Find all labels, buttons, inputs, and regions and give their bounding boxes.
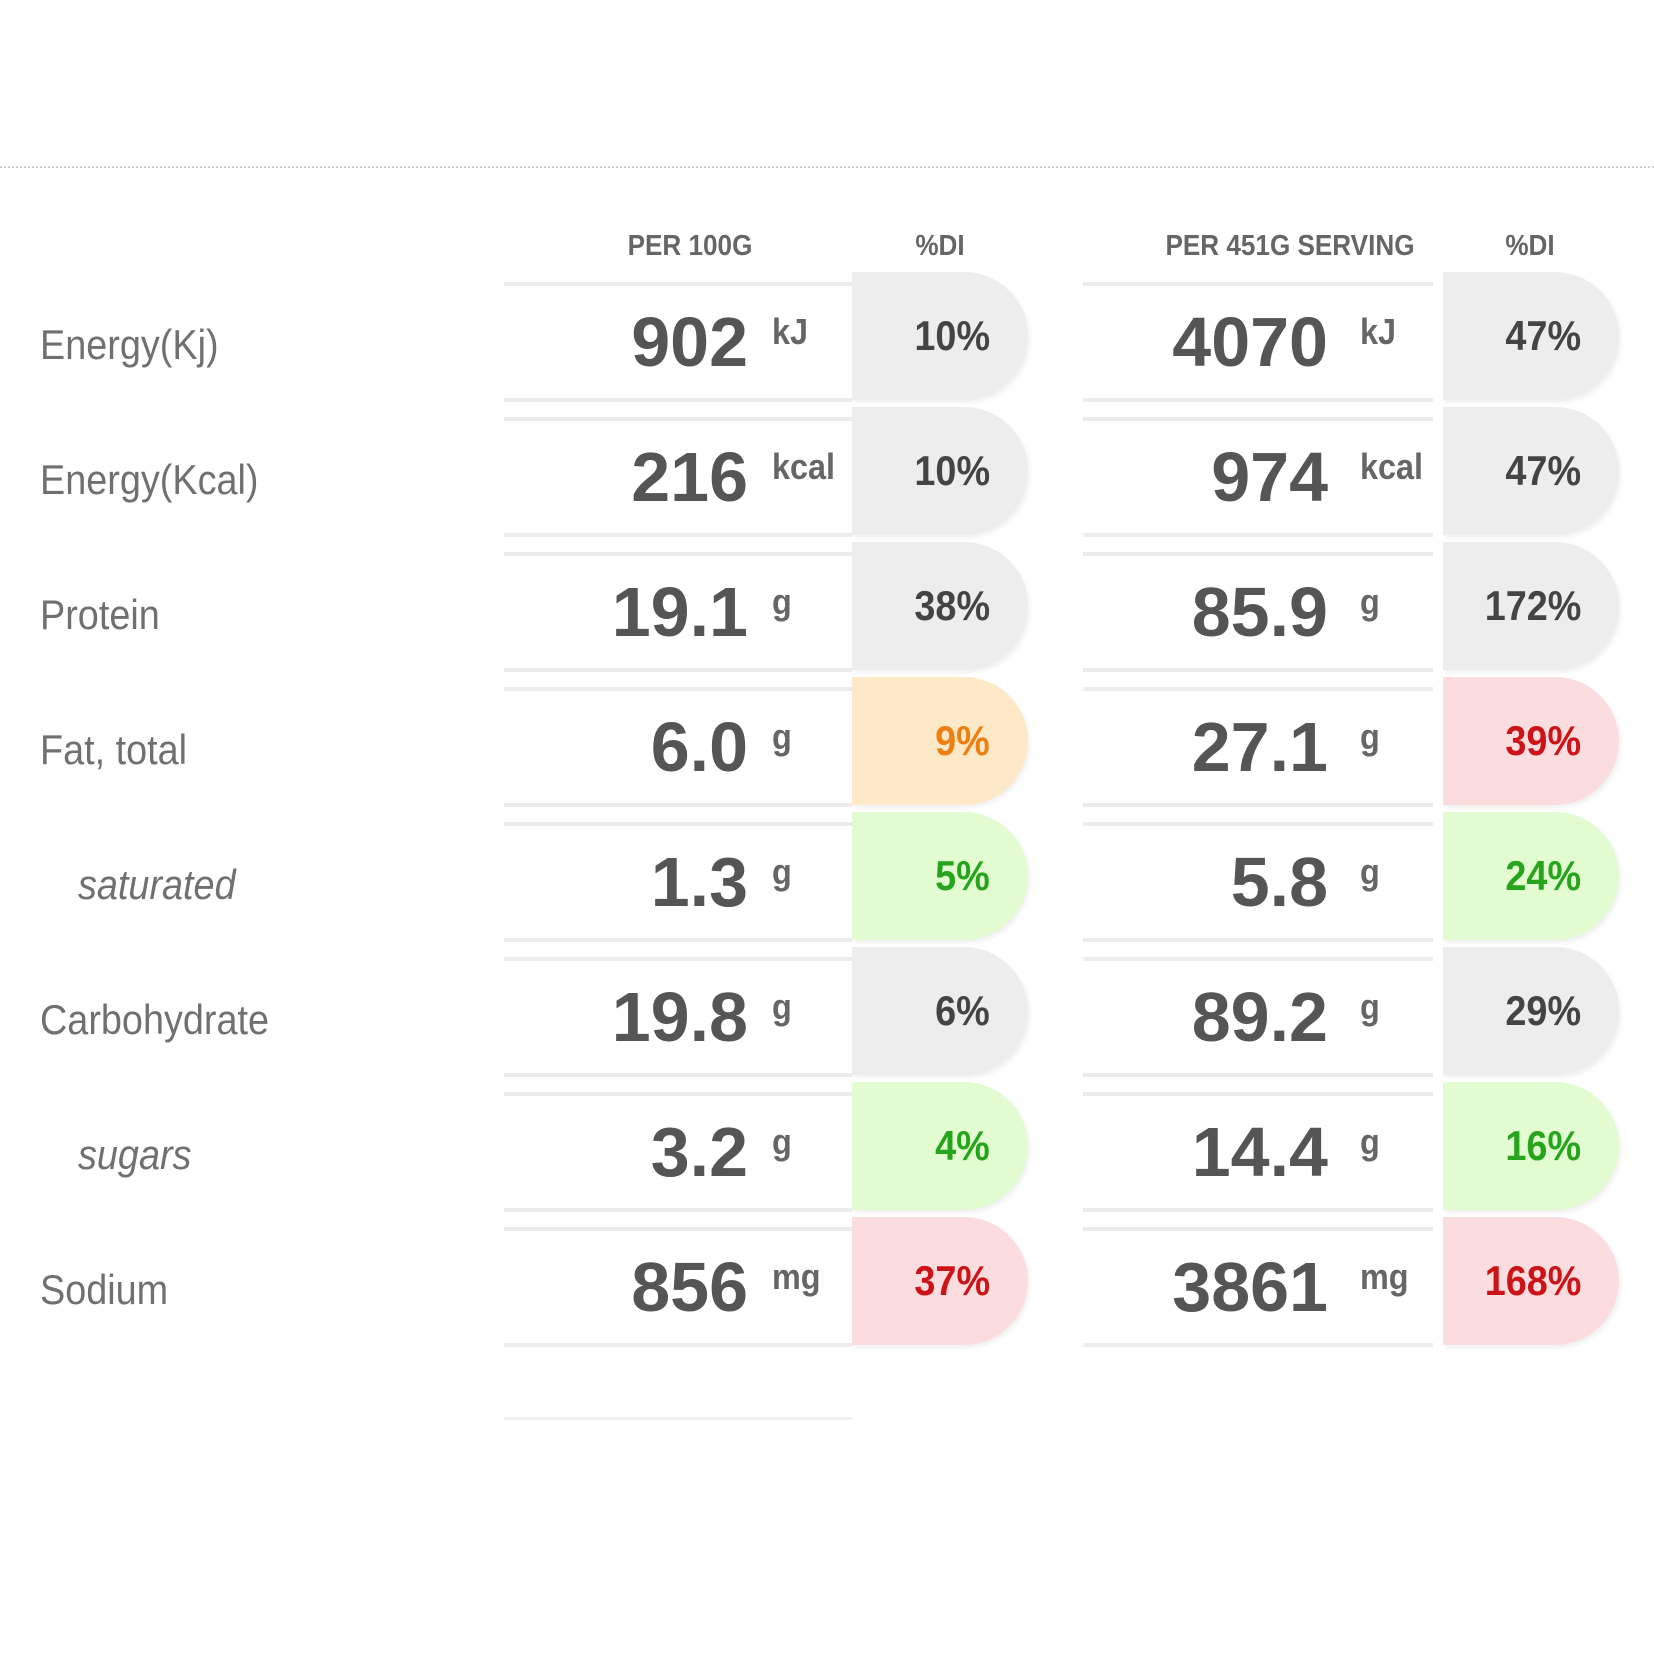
- per-serving-value: 27.1: [1191, 708, 1328, 786]
- per-serving-cell: 974 kcal: [1083, 417, 1433, 537]
- per-serving-cell: 85.9 g: [1083, 552, 1433, 672]
- di-serving-percent: 168%: [1484, 1257, 1581, 1304]
- header-di-100g: %DI: [915, 230, 965, 262]
- per-100g-unit: kJ: [772, 311, 809, 352]
- di-serving-badge: 47%: [1443, 407, 1619, 535]
- row-label: saturated: [78, 861, 236, 908]
- per-100g-cell: 19.8 g: [504, 957, 852, 1077]
- per-100g-value: 1.3: [650, 843, 748, 921]
- header-per-serving: PER 451G SERVING: [1165, 230, 1415, 262]
- per-serving-cell: 3861 mg: [1083, 1227, 1433, 1347]
- di-serving-badge: 172%: [1443, 542, 1619, 670]
- per-serving-cell: 5.8 g: [1083, 822, 1433, 942]
- per-100g-unit: kcal: [772, 446, 836, 487]
- row-label: Sodium: [40, 1266, 169, 1313]
- per-100g-value: 19.1: [611, 573, 748, 651]
- per-serving-unit: g: [1360, 716, 1380, 757]
- per-serving-value: 14.4: [1191, 1113, 1328, 1191]
- per-serving-cell: 4070 kJ: [1083, 282, 1433, 402]
- di-serving-percent: 172%: [1484, 582, 1581, 629]
- di-100g-percent: 38%: [914, 582, 990, 629]
- di-serving-percent: 39%: [1505, 717, 1581, 764]
- header-di-serving: %DI: [1505, 230, 1555, 262]
- di-100g-badge: 9%: [852, 677, 1028, 805]
- dotted-divider: [0, 166, 1654, 168]
- row-label: Fat, total: [40, 726, 188, 773]
- di-serving-percent: 47%: [1505, 312, 1581, 359]
- per-serving-value: 974: [1211, 438, 1328, 516]
- di-serving-percent: 47%: [1505, 447, 1581, 494]
- per-100g-cell: 1.3 g: [504, 822, 852, 942]
- per-serving-cell: 27.1 g: [1083, 687, 1433, 807]
- di-100g-badge: 5%: [852, 812, 1028, 940]
- per-serving-cell: 14.4 g: [1083, 1092, 1433, 1212]
- table-bottom-line: [504, 1417, 852, 1420]
- di-100g-badge: 10%: [852, 407, 1028, 535]
- per-serving-value: 89.2: [1191, 978, 1328, 1056]
- per-serving-unit: g: [1360, 581, 1380, 622]
- row-label: Energy(Kcal): [40, 456, 259, 503]
- di-serving-badge: 168%: [1443, 1217, 1619, 1345]
- di-100g-percent: 9%: [935, 717, 990, 764]
- di-100g-badge: 37%: [852, 1217, 1028, 1345]
- per-100g-value: 6.0: [650, 708, 748, 786]
- di-100g-percent: 5%: [935, 852, 990, 899]
- per-serving-cell: 89.2 g: [1083, 957, 1433, 1077]
- di-100g-percent: 10%: [914, 312, 990, 359]
- di-100g-percent: 4%: [935, 1122, 990, 1169]
- di-serving-percent: 16%: [1505, 1122, 1581, 1169]
- di-serving-percent: 24%: [1505, 852, 1581, 899]
- per-100g-unit: g: [772, 716, 792, 757]
- per-100g-cell: 856 mg: [504, 1227, 852, 1347]
- per-100g-cell: 3.2 g: [504, 1092, 852, 1212]
- per-100g-cell: 216 kcal: [504, 417, 852, 537]
- di-100g-percent: 6%: [935, 987, 990, 1034]
- row-label: Protein: [40, 591, 160, 638]
- per-serving-value: 5.8: [1230, 843, 1328, 921]
- row-label: Carbohydrate: [40, 996, 270, 1043]
- per-serving-value: 4070: [1172, 303, 1328, 381]
- per-serving-value: 3861: [1172, 1248, 1328, 1326]
- per-100g-unit: g: [772, 851, 792, 892]
- per-100g-cell: 19.1 g: [504, 552, 852, 672]
- per-100g-value: 902: [631, 303, 748, 381]
- per-100g-value: 216: [631, 438, 748, 516]
- per-serving-unit: g: [1360, 851, 1380, 892]
- di-serving-badge: 29%: [1443, 947, 1619, 1075]
- per-100g-value: 856: [631, 1248, 748, 1326]
- per-100g-cell: 902 kJ: [504, 282, 852, 402]
- di-100g-badge: 6%: [852, 947, 1028, 1075]
- per-serving-value: 85.9: [1191, 573, 1328, 651]
- di-100g-badge: 38%: [852, 542, 1028, 670]
- per-serving-unit: mg: [1360, 1256, 1409, 1297]
- per-100g-value: 3.2: [650, 1113, 748, 1191]
- di-serving-percent: 29%: [1505, 987, 1581, 1034]
- per-100g-unit: g: [772, 581, 792, 622]
- row-label: sugars: [78, 1131, 192, 1178]
- di-serving-badge: 47%: [1443, 272, 1619, 400]
- per-serving-unit: g: [1360, 986, 1380, 1027]
- di-100g-badge: 10%: [852, 272, 1028, 400]
- per-100g-cell: 6.0 g: [504, 687, 852, 807]
- per-serving-unit: g: [1360, 1121, 1380, 1162]
- di-serving-badge: 16%: [1443, 1082, 1619, 1210]
- header-per-100g: PER 100G: [627, 230, 753, 262]
- per-100g-value: 19.8: [611, 978, 748, 1056]
- di-serving-badge: 39%: [1443, 677, 1619, 805]
- per-100g-unit: mg: [772, 1256, 821, 1297]
- per-100g-unit: g: [772, 986, 792, 1027]
- per-serving-unit: kJ: [1360, 311, 1397, 352]
- di-serving-badge: 24%: [1443, 812, 1619, 940]
- di-100g-percent: 10%: [914, 447, 990, 494]
- di-100g-badge: 4%: [852, 1082, 1028, 1210]
- per-serving-unit: kcal: [1360, 446, 1424, 487]
- di-100g-percent: 37%: [914, 1257, 990, 1304]
- row-label: Energy(Kj): [40, 321, 219, 368]
- per-100g-unit: g: [772, 1121, 792, 1162]
